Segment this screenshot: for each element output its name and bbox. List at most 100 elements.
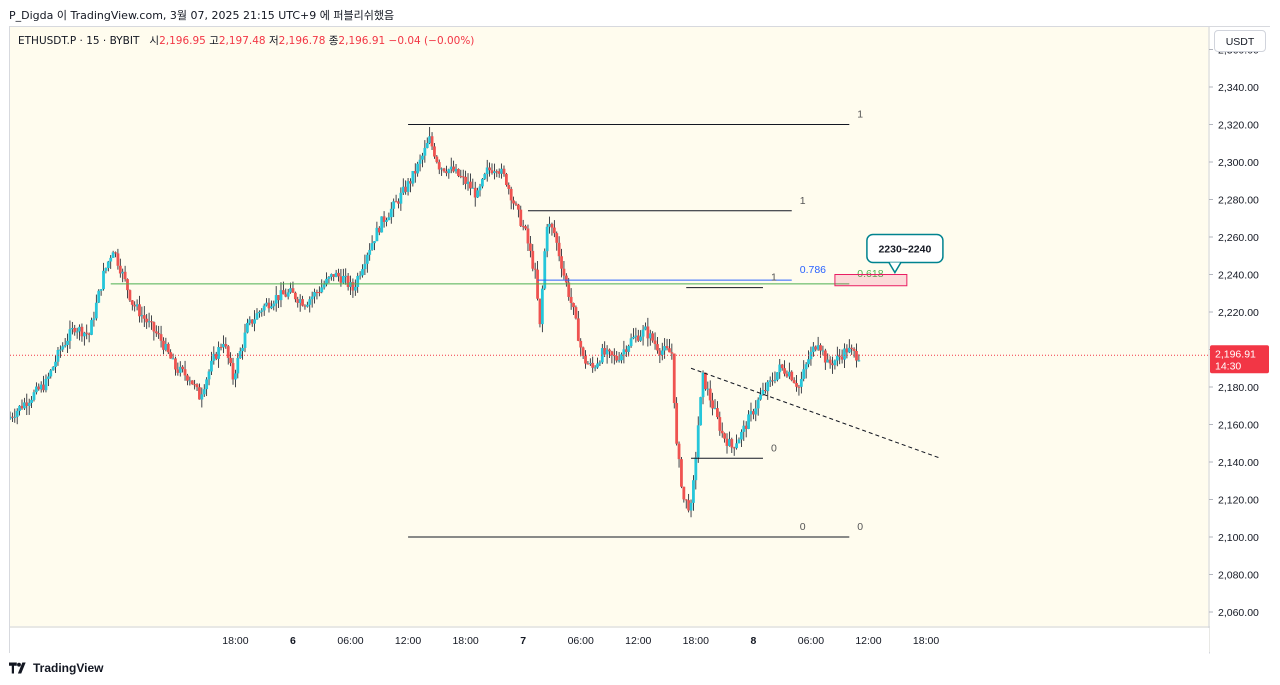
y-tick-label: 2,120.00 bbox=[1218, 495, 1259, 507]
candle-up bbox=[308, 299, 312, 305]
candle-down bbox=[615, 355, 619, 361]
candle-up bbox=[94, 302, 98, 319]
candle-down bbox=[550, 223, 554, 228]
candle-up bbox=[596, 363, 599, 368]
candle-down bbox=[190, 380, 194, 385]
candle-up bbox=[787, 371, 791, 377]
x-tick-label: 18:00 bbox=[452, 635, 478, 647]
candle-down bbox=[123, 271, 127, 280]
candle-up bbox=[68, 329, 72, 341]
candle-up bbox=[289, 288, 292, 293]
candle-up bbox=[236, 358, 240, 374]
candle-up bbox=[121, 271, 125, 274]
high-value: 2,197.48 bbox=[218, 35, 266, 47]
candle-down bbox=[579, 340, 583, 348]
candle-up bbox=[341, 275, 345, 283]
candle-down bbox=[445, 171, 448, 174]
price-chart[interactable]: 2,360.002,340.002,320.002,300.002,280.00… bbox=[10, 27, 1271, 654]
candle-up bbox=[243, 332, 247, 348]
candle-up bbox=[449, 166, 453, 170]
y-tick-label: 2,320.00 bbox=[1218, 120, 1259, 132]
candle-down bbox=[512, 200, 515, 204]
candle-down bbox=[195, 384, 199, 388]
candle-up bbox=[807, 359, 810, 365]
candle-up bbox=[466, 181, 470, 184]
symbol-name[interactable]: ETHUSDT.P · 15 · BYBIT bbox=[18, 35, 140, 47]
candle-down bbox=[116, 253, 120, 266]
candle-up bbox=[356, 275, 360, 287]
y-tick-label: 2,160.00 bbox=[1218, 420, 1259, 432]
candle-down bbox=[720, 430, 724, 434]
candle-down bbox=[291, 288, 295, 293]
candle-up bbox=[349, 282, 352, 287]
candle-down bbox=[603, 348, 607, 355]
candle-up bbox=[605, 349, 609, 355]
candle-down bbox=[404, 186, 408, 192]
price-axis-bg bbox=[1210, 27, 1271, 654]
candle-down bbox=[469, 181, 472, 189]
candle-up bbox=[699, 397, 703, 426]
candle-up bbox=[265, 302, 268, 306]
candle-up bbox=[843, 348, 846, 360]
candle-down bbox=[624, 349, 628, 352]
candle-up bbox=[737, 439, 741, 444]
candle-up bbox=[27, 402, 31, 406]
footer-brand[interactable]: TradingView bbox=[9, 661, 103, 675]
x-tick-label: 18:00 bbox=[222, 635, 248, 647]
candle-down bbox=[437, 162, 441, 170]
candle-down bbox=[138, 304, 141, 317]
candle-down bbox=[42, 384, 45, 391]
candle-down bbox=[80, 326, 84, 337]
candle-up bbox=[248, 319, 252, 323]
open-value: 2,196.95 bbox=[159, 35, 206, 47]
x-tick-label: 12:00 bbox=[625, 635, 651, 647]
candle-up bbox=[622, 349, 626, 355]
candle-up bbox=[440, 168, 444, 170]
candle-up bbox=[171, 358, 175, 360]
candle-down bbox=[581, 347, 585, 356]
candle-down bbox=[152, 322, 156, 332]
candle-down bbox=[332, 274, 336, 277]
close-value: 2,196.91 bbox=[338, 35, 386, 47]
candle-down bbox=[317, 292, 321, 294]
candle-up bbox=[361, 269, 364, 276]
candle-down bbox=[226, 346, 230, 358]
candle-down bbox=[507, 184, 511, 189]
candle-up bbox=[262, 305, 266, 311]
candle-up bbox=[775, 372, 779, 380]
candle-down bbox=[267, 302, 271, 309]
candle-up bbox=[617, 360, 621, 362]
candle-up bbox=[471, 187, 475, 189]
candle-up bbox=[416, 163, 420, 174]
brand-name: TradingView bbox=[33, 661, 104, 675]
candle-down bbox=[339, 276, 343, 283]
candle-down bbox=[457, 168, 460, 176]
candle-up bbox=[401, 186, 405, 193]
candle-up bbox=[483, 174, 487, 179]
candle-up bbox=[246, 322, 249, 333]
candle-down bbox=[704, 372, 707, 390]
currency-selector[interactable]: USDT bbox=[1214, 30, 1266, 52]
candle-down bbox=[174, 358, 177, 370]
chart-frame[interactable]: 2,360.002,340.002,320.002,300.002,280.00… bbox=[9, 26, 1271, 654]
close-label: 종 bbox=[328, 35, 339, 47]
candle-up bbox=[739, 431, 743, 440]
candle-down bbox=[557, 242, 561, 257]
candle-down bbox=[572, 302, 575, 308]
candle-up bbox=[32, 392, 36, 400]
candle-up bbox=[389, 208, 393, 218]
candle-up bbox=[99, 289, 103, 291]
candle-down bbox=[37, 386, 41, 390]
candle-up bbox=[260, 310, 264, 312]
candle-down bbox=[574, 307, 578, 319]
candle-up bbox=[821, 350, 825, 352]
x-tick-label: 06:00 bbox=[798, 635, 824, 647]
candle-down bbox=[555, 233, 559, 243]
candle-up bbox=[353, 286, 357, 291]
candle-down bbox=[790, 371, 794, 381]
candle-up bbox=[66, 340, 69, 345]
candle-down bbox=[528, 243, 532, 251]
candle-down bbox=[126, 279, 129, 291]
inner-fib-0786-label: 0.786 bbox=[800, 264, 826, 276]
candle-up bbox=[548, 223, 551, 227]
